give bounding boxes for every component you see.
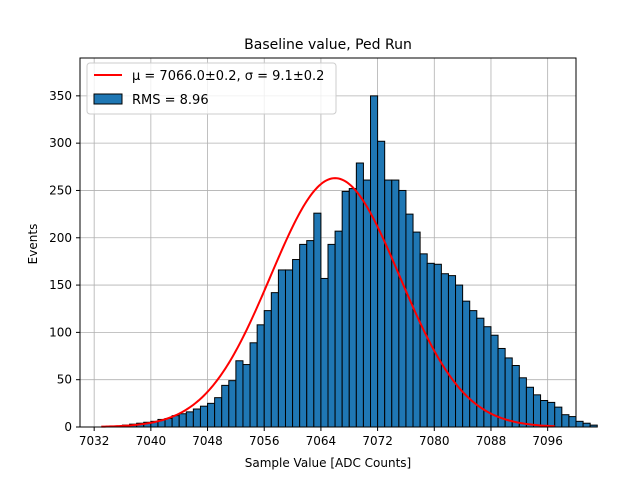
- histogram-bar: [185, 411, 194, 428]
- histogram-bar: [554, 406, 563, 428]
- x-tick-label: 7088: [476, 434, 507, 448]
- x-tick-label: 7040: [136, 434, 167, 448]
- histogram-bar: [540, 400, 549, 428]
- legend-rms-label: RMS = 8.96: [132, 93, 209, 108]
- x-tick-label: 7032: [79, 434, 110, 448]
- histogram-bar: [221, 384, 230, 428]
- histogram-bar: [292, 259, 301, 428]
- gaussian-fit: [101, 177, 555, 428]
- histogram-bar: [306, 240, 315, 428]
- histogram-bar: [568, 416, 577, 428]
- histogram-bar: [455, 284, 464, 428]
- histogram-bar: [242, 364, 251, 428]
- x-tick-label: 7048: [192, 434, 223, 448]
- histogram-bar: [532, 394, 542, 428]
- y-tick-label: 50: [57, 373, 72, 387]
- histogram-bar: [384, 179, 393, 428]
- histogram-bar: [362, 179, 372, 428]
- histogram-bar: [525, 386, 534, 428]
- histogram-bar: [327, 243, 336, 428]
- x-axis-label: Sample Value [ADC Counts]: [245, 456, 411, 470]
- histogram-bar: [192, 408, 201, 428]
- histogram-bar: [405, 213, 414, 428]
- histogram-bar: [299, 243, 308, 428]
- histogram-bar: [228, 380, 237, 428]
- x-axis-ticks: 7032 7040 7048 7056 7064 7072 7080 7088 7096: [79, 427, 563, 448]
- histogram-bar: [419, 253, 428, 428]
- x-tick-label: 7096: [532, 434, 563, 448]
- histogram-bar: [547, 401, 556, 428]
- histogram-bar: [178, 413, 187, 428]
- histogram-bar: [207, 402, 216, 428]
- histogram-bar: [476, 317, 485, 428]
- histogram-bar: [518, 377, 527, 428]
- legend-fit-label: μ = 7066.0±0.2, σ = 9.1±0.2: [132, 69, 324, 84]
- histogram-bar: [511, 365, 520, 428]
- histogram-bar: [284, 269, 294, 428]
- y-tick-label: 300: [49, 136, 72, 150]
- y-axis-label: Events: [26, 224, 40, 265]
- histogram-bar: [270, 292, 279, 428]
- histogram-bar: [348, 188, 357, 428]
- histogram-bar: [263, 310, 272, 428]
- y-axis-ticks: 0 50 100 150 200 250 300 350: [49, 89, 80, 434]
- histogram-bar: [447, 275, 457, 428]
- y-tick-label: 100: [49, 325, 72, 339]
- histogram-bar: [575, 420, 584, 428]
- histogram-bar: [504, 357, 513, 428]
- y-tick-label: 200: [49, 231, 72, 245]
- histogram-bar: [377, 140, 386, 428]
- y-tick-label: 0: [64, 420, 72, 434]
- histogram-bar: [334, 230, 343, 428]
- legend: μ = 7066.0±0.2, σ = 9.1±0.2 RMS = 8.96: [86, 62, 337, 115]
- histogram-bar: [256, 324, 265, 428]
- histogram-bar: [469, 310, 478, 428]
- x-tick-label: 7072: [362, 434, 393, 448]
- histogram-bar: [313, 212, 322, 428]
- histogram-bar: [235, 360, 244, 428]
- histogram-bar: [582, 422, 591, 428]
- histogram-bar: [391, 179, 400, 428]
- histogram-bar: [462, 300, 471, 428]
- histogram-bar: [320, 277, 329, 428]
- histogram-bar: [561, 414, 570, 428]
- histogram-bar: [497, 347, 506, 428]
- histogram-bar: [412, 231, 421, 428]
- histogram-bar: [341, 190, 350, 428]
- chart-title: Baseline value, Ped Run: [244, 37, 412, 53]
- histogram-bar: [249, 342, 258, 428]
- fit-curve: [101, 177, 555, 428]
- legend-histogram-swatch: [93, 93, 123, 105]
- histogram-bar: [589, 424, 598, 428]
- y-tick-label: 250: [49, 183, 72, 197]
- histogram-bar: [370, 95, 379, 428]
- histogram-bar: [199, 405, 209, 428]
- x-tick-label: 7080: [419, 434, 450, 448]
- histogram-bar: [398, 189, 407, 428]
- y-tick-label: 350: [49, 89, 72, 103]
- x-tick-label: 7056: [249, 434, 280, 448]
- histogram-bar: [433, 263, 442, 428]
- histogram-bar: [214, 397, 223, 428]
- y-tick-label: 150: [49, 278, 72, 292]
- histogram-bar: [440, 273, 449, 428]
- plot-frame: [79, 57, 577, 428]
- legend-box: [86, 62, 337, 115]
- x-tick-label: 7064: [306, 434, 337, 448]
- histogram-bar: [277, 269, 286, 428]
- histogram-bar: [355, 162, 364, 428]
